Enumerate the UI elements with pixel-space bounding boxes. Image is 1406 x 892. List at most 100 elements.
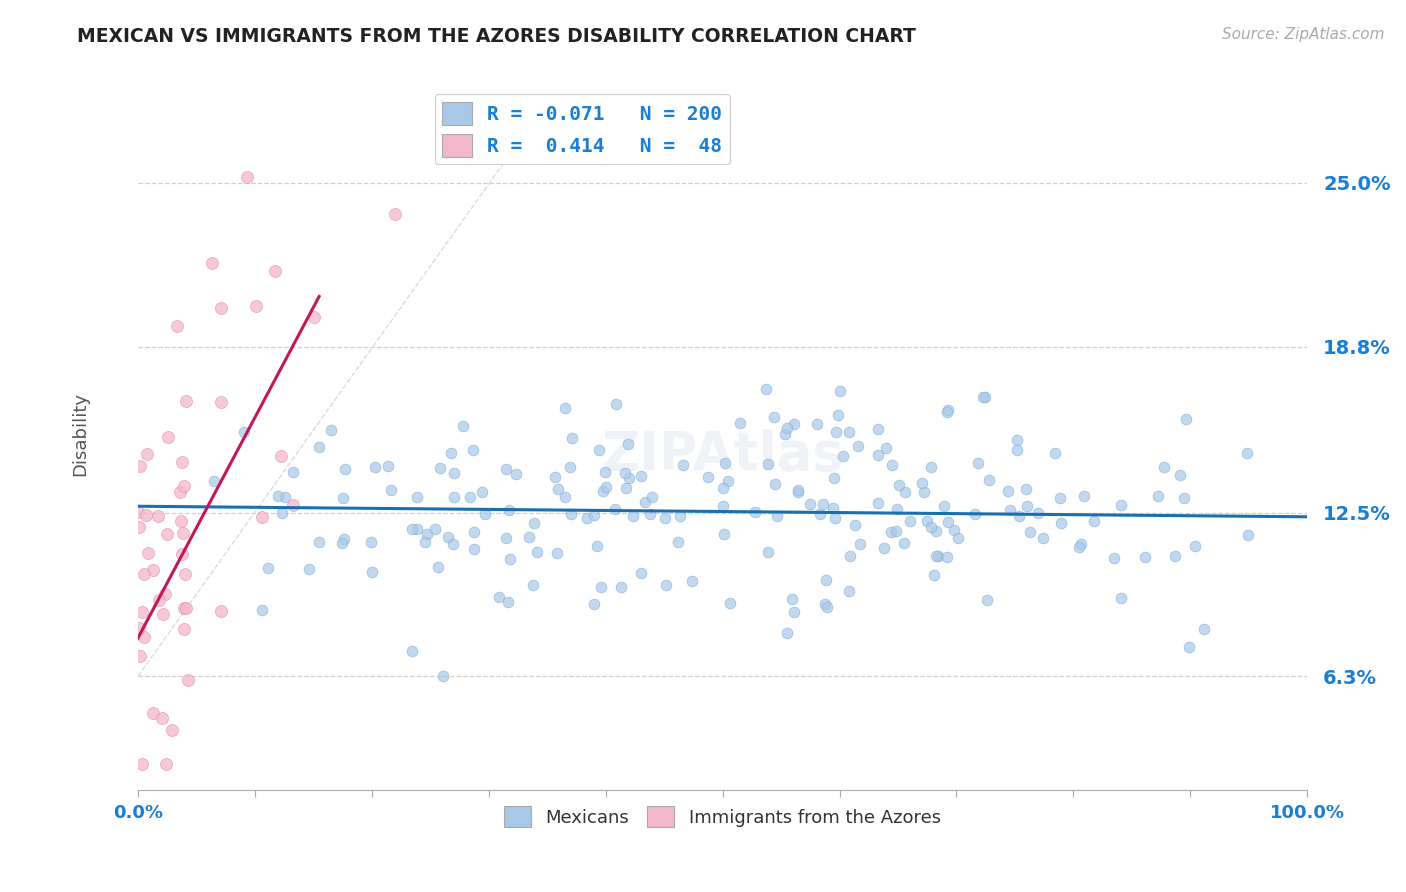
Point [838,583,860,598]
Point [436,530,458,544]
Point [697,470,720,484]
Point [1111,498,1133,512]
Point [1026,506,1049,520]
Point [783,605,806,619]
Point [605,397,627,411]
Point [554,401,576,415]
Point [156,430,179,444]
Point [319,423,342,437]
Point [614,481,637,495]
Point [1007,508,1029,523]
Point [169,484,191,499]
Point [443,467,465,481]
Point [827,408,849,422]
Point [776,421,799,435]
Point [866,496,889,510]
Point [432,669,454,683]
Point [546,546,568,560]
Point [554,490,576,504]
Point [806,417,828,431]
Point [654,510,676,524]
Point [561,431,583,445]
Point [281,466,304,480]
Point [495,532,517,546]
Point [1133,549,1156,564]
Point [413,534,436,549]
Point [868,422,890,436]
Point [264,264,287,278]
Point [823,500,845,515]
Point [938,402,960,417]
Point [170,514,193,528]
Point [441,536,464,550]
Point [498,502,520,516]
Point [271,506,294,520]
Point [560,507,582,521]
Point [588,443,610,458]
Point [911,476,934,491]
Point [830,384,852,398]
Point [814,597,837,611]
Point [1049,516,1071,531]
Point [582,508,605,522]
Point [330,536,353,550]
Point [281,498,304,512]
Point [1005,434,1028,448]
Point [763,409,786,424]
Point [401,522,423,536]
Point [256,561,278,575]
Point [463,525,485,540]
Point [728,416,751,430]
Point [150,711,173,725]
Point [873,541,896,555]
Point [1164,549,1187,563]
Point [824,511,846,525]
Point [936,405,959,419]
Point [616,436,638,450]
Point [488,590,510,604]
Point [638,507,661,521]
Point [997,483,1019,498]
Point [967,456,990,470]
Point [848,439,870,453]
Point [170,547,193,561]
Point [134,566,156,581]
Point [924,567,946,582]
Point [523,516,546,531]
Point [666,534,689,549]
Point [495,462,517,476]
Point [209,395,232,409]
Point [458,490,481,504]
Point [711,499,734,513]
Point [142,706,165,720]
Point [308,535,330,549]
Point [974,390,997,404]
Point [880,525,903,540]
Point [1014,482,1036,496]
Point [415,526,437,541]
Point [1073,489,1095,503]
Point [586,539,609,553]
Point [932,499,955,513]
Point [1174,412,1197,426]
Point [128,519,150,533]
Point [936,516,959,530]
Point [972,390,994,404]
Point [474,507,496,521]
Point [1173,491,1195,505]
Point [717,474,740,488]
Point [711,481,734,495]
Point [363,459,385,474]
Point [162,723,184,738]
Point [173,479,195,493]
Point [630,469,652,483]
Point [838,425,860,439]
Point [1043,446,1066,460]
Point [152,607,174,621]
Point [377,458,399,473]
Point [453,418,475,433]
Point [640,490,662,504]
Point [593,465,616,479]
Point [360,535,382,549]
Point [1237,528,1260,542]
